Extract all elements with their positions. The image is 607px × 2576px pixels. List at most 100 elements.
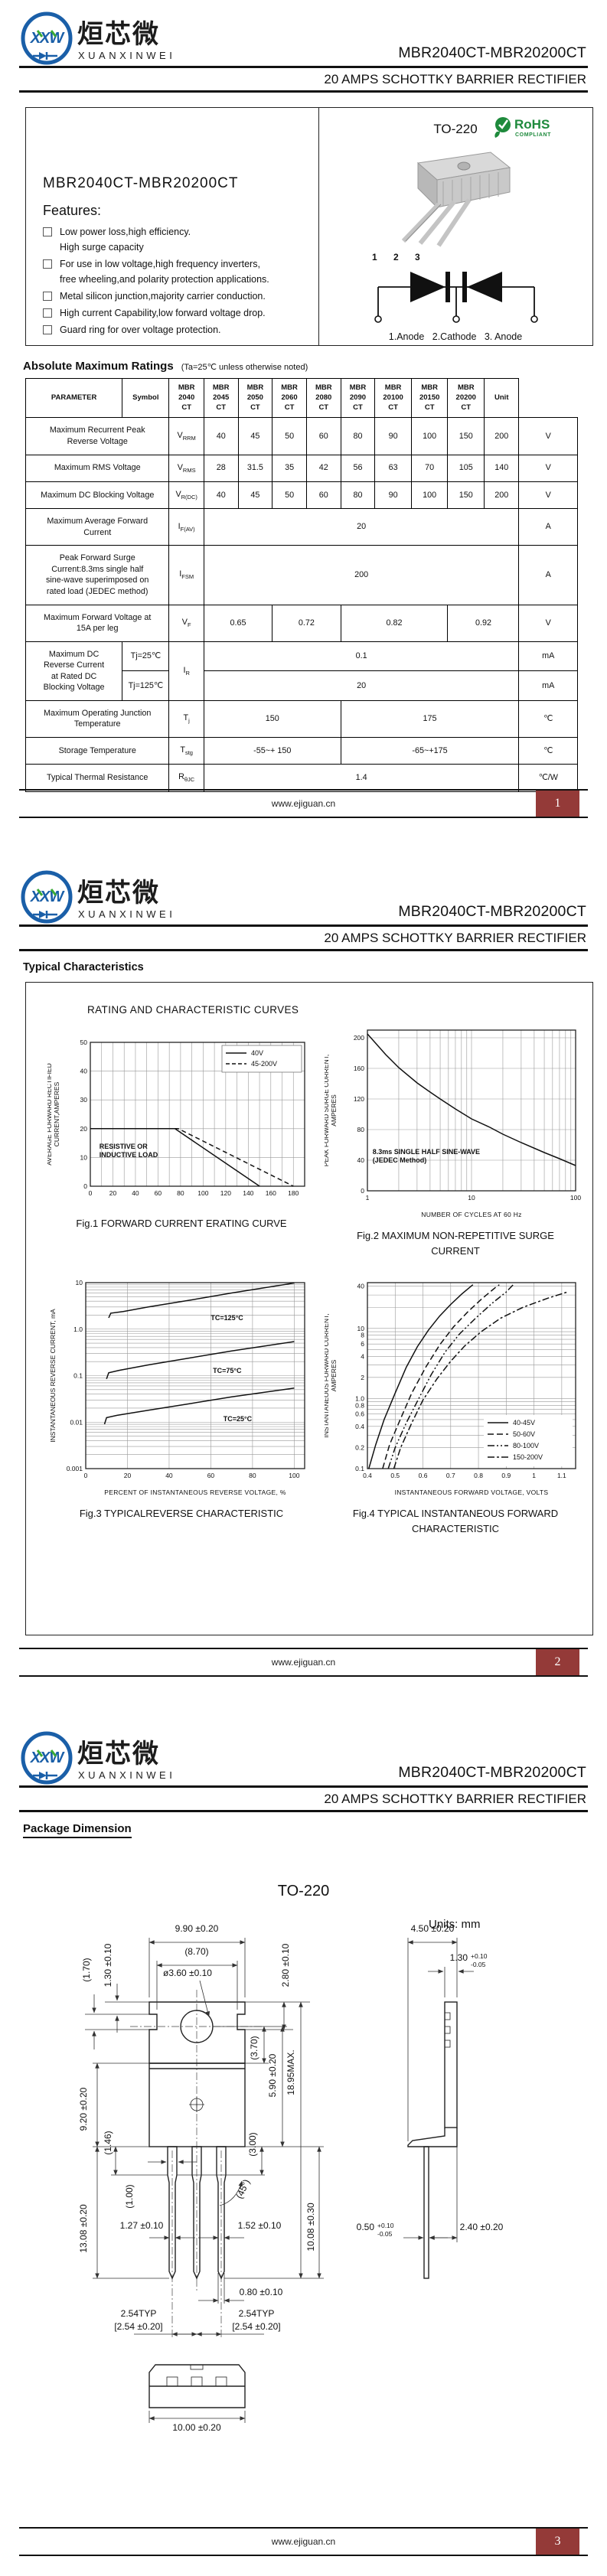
footer-url: www.ejiguan.cn [271,1657,336,1668]
features-column: MBR2040CT-MBR20200CT Features: Low power… [26,108,319,345]
doc-title: MBR2040CT-MBR20200CT [398,44,586,61]
table-cell: 200 [203,545,520,605]
pin-labels: 1.Anode 2.Cathode 3. Anode [388,331,523,342]
svg-text:160: 160 [266,1189,276,1197]
svg-text:80: 80 [249,1472,256,1479]
typical-characteristics-title: Typical Characteristics [23,961,144,973]
table-cell: IF(AV) [168,508,204,546]
logo-xxw-text: XXW [30,1749,66,1766]
table-row: Storage Temperature Tstg -55~+ 150 -65~+175… [24,736,578,765]
table-cell: Maximum DC Reverse Current at Rated DC Bloc… [24,641,123,701]
dimension-tolerance: -0.05 [471,1961,486,1968]
pin-numbers: 1 2 3 [372,252,427,262]
part-number-heading: MBR2040CT-MBR20200CT [43,175,239,191]
table-cell: 60 [305,417,341,455]
svg-text:8: 8 [361,1332,364,1339]
fig3-caption: Fig.3 TYPICALREVERSE CHARACTERISTIC [79,1508,284,1519]
table-cell: 50 [272,481,307,510]
svg-text:0.8: 0.8 [355,1401,364,1409]
feature-item: For use in low voltage,high frequency in… [43,256,314,287]
feature-item: High current Capability,low forward volt… [43,305,314,321]
ratings-header-row: PARAMETER Symbol MBR 2040 CT MBR 2045 CT MBR 2050… [24,377,578,419]
svg-text:200: 200 [354,1034,364,1042]
svg-text:120: 120 [354,1095,364,1103]
table-cell: 31.5 [237,454,273,482]
table-cell: 150 [203,699,341,739]
dimension-label: 1.52 ±0.10 [238,2220,282,2231]
ratings-heading: Absolute Maximum Ratings (Ta=25℃ unless o… [23,360,308,373]
package-dimension-title: Package Dimension [23,1822,132,1838]
table-cell: Maximum Forward Voltage at 15A per leg [24,604,170,642]
dimension-label: 4.50 ±0.20 [411,1923,455,1934]
dimension-label: 9.20 ±0.20 [78,2087,89,2131]
svg-text:100: 100 [570,1194,581,1202]
table-cell: Maximum DC Blocking Voltage [24,481,170,510]
svg-text:NUMBER OF CYCLES AT 60 Hz: NUMBER OF CYCLES AT 60 Hz [421,1211,521,1218]
rohs-leaf-icon [495,117,511,132]
feature-item: Guard ring for over voltage protection. [43,322,314,337]
svg-text:0.7: 0.7 [446,1472,455,1479]
fig1-chart: 0 20 40 60 80 100 120 140 160 180 0 10 20 30 40 50 AVERA… [45,1033,315,1213]
ratings-body: Maximum Recurrent Peak Reverse Voltage VRR… [24,417,578,792]
svg-text:2: 2 [361,1374,364,1381]
curves-box-title: RATING AND CHARACTERISTIC CURVES [87,1004,299,1016]
dimension-label: 2.80 ±0.10 [280,1943,291,1987]
company-logo: XXW 烜芯微 XUANXINWEI [21,11,175,65]
logo-english-text: XUANXINWEI [78,50,175,61]
ratings-header-cell: MBR 20200 CT [447,377,485,419]
svg-text:140: 140 [243,1189,253,1197]
table-row: Maximum Forward Voltage at 15A per leg VF 0… [24,604,578,642]
doc-subtitle: 20 AMPS SCHOTTKY BARRIER RECTIFIER [324,931,586,945]
svg-text:TC=125°C: TC=125°C [210,1314,243,1322]
ratings-header-cell: MBR 2040 CT [168,377,204,419]
logo-chinese-text: 烜芯微 [77,879,160,908]
table-cell: IR [168,641,204,701]
svg-text:60: 60 [207,1472,215,1479]
svg-text:40: 40 [80,1068,88,1075]
dimension-label: (45°) [234,2178,253,2201]
fig2-chart: 1 10 100 0 40 80 120 160 200 NUMBER OF CYCLES AT … [322,1021,586,1225]
table-cell: 63 [374,454,412,482]
svg-text:30: 30 [80,1096,88,1104]
fig3-chart: 0 20 40 60 80 100 0.001 0.01 0.1 1.0 10 PERCENT OF … [47,1273,315,1503]
subtitle-rule [19,90,588,93]
svg-text:0.4: 0.4 [363,1472,372,1479]
dimension-label: 2.54TYP [121,2308,157,2319]
table-cell: mA [518,641,578,672]
dimension-label: 10.00 ±0.20 [172,2422,221,2433]
dimension-label: 1.30 [450,1952,468,1963]
subtitle-rule [19,1810,588,1812]
curves-box: RATING AND CHARACTERISTIC CURVES 0 20 40 60… [25,982,593,1635]
table-cell: 200 [484,417,520,455]
feature-item: Low power loss,high efficiency. High sur… [43,224,314,255]
table-cell: Maximum RMS Voltage [24,454,170,482]
package-photo [401,152,511,247]
svg-text:0.01: 0.01 [70,1418,83,1426]
svg-text:40: 40 [357,1283,365,1290]
svg-text:0.1: 0.1 [355,1465,364,1472]
package-panel: TO-220 RoHS COMPLIANT [318,108,592,345]
svg-text:40V: 40V [251,1049,263,1057]
feature-item: Metal silicon junction,majority carrier … [43,289,314,304]
diode-schematic [374,272,538,323]
subtitle-rule [19,949,588,951]
table-row: Typical Thermal Resistance RθJC 1.4 ℃/W [24,764,578,792]
page-footer-2: www.ejiguan.cn 2 [19,1648,588,1677]
features-panel: MBR2040CT-MBR20200CT Features: Low power… [25,107,593,346]
dimension-tolerance: +0.10 [377,2222,394,2229]
footer-url: www.ejiguan.cn [271,798,336,809]
ratings-header-cell: MBR 2090 CT [340,377,376,419]
table-cell: Tj=25℃ [122,641,170,672]
dimension-label: (1.00) [124,2184,135,2208]
dimension-label: 0.80 ±0.10 [240,2287,283,2297]
table-cell: 150 [447,417,485,455]
dimension-label: 0.50 [357,2222,375,2232]
doc-subtitle: 20 AMPS SCHOTTKY BARRIER RECTIFIER [324,72,586,86]
svg-text:TC=25°C: TC=25°C [224,1415,253,1423]
page-footer-3: www.ejiguan.cn 3 [19,2527,588,2556]
table-cell: 45 [237,481,273,510]
table-cell: 90 [374,417,412,455]
table-cell: 28 [203,454,239,482]
svg-text:0.2: 0.2 [355,1443,364,1451]
